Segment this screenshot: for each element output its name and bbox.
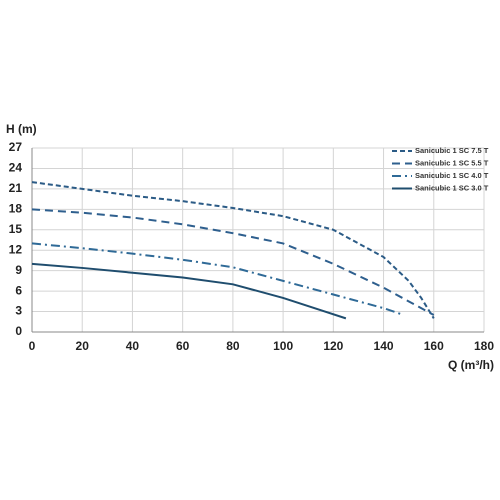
y-tick-label: 6 [15, 283, 22, 297]
x-tick-label: 0 [29, 339, 36, 353]
x-tick-label: 60 [176, 339, 190, 353]
series-line [31, 208, 435, 316]
y-tick-label: 0 [15, 324, 22, 338]
y-tick-label: 15 [9, 222, 23, 236]
x-axis-label: Q (m³/h) [448, 358, 494, 372]
legend-label: Sanicubic 1 SC 3.0 T [415, 183, 489, 192]
y-tick-label: 3 [15, 304, 22, 318]
x-tick-label: 100 [273, 339, 293, 353]
x-tick-label: 180 [474, 339, 494, 353]
x-tick-label: 20 [76, 339, 90, 353]
y-tick-label: 18 [9, 202, 23, 216]
y-tick-label: 9 [15, 263, 22, 277]
series-line [31, 242, 404, 316]
y-tick-label: 24 [9, 161, 23, 175]
legend-label: Sanicubic 1 SC 5.5 T [415, 158, 489, 167]
legend-label: Sanicubic 1 SC 4.0 T [415, 171, 489, 180]
x-tick-label: 40 [126, 339, 140, 353]
x-tick-label: 120 [323, 339, 343, 353]
x-tick-label: 140 [374, 339, 394, 353]
series-line [31, 181, 435, 319]
y-axis-label: H (m) [6, 122, 37, 136]
y-tick-label: 12 [9, 242, 23, 256]
legend-label: Sanicubic 1 SC 7.5 T [415, 146, 489, 155]
x-tick-label: 160 [424, 339, 444, 353]
series-line [31, 262, 347, 320]
x-tick-label: 80 [226, 339, 240, 353]
y-tick-label: 21 [9, 181, 23, 195]
y-tick-label: 27 [9, 140, 23, 154]
